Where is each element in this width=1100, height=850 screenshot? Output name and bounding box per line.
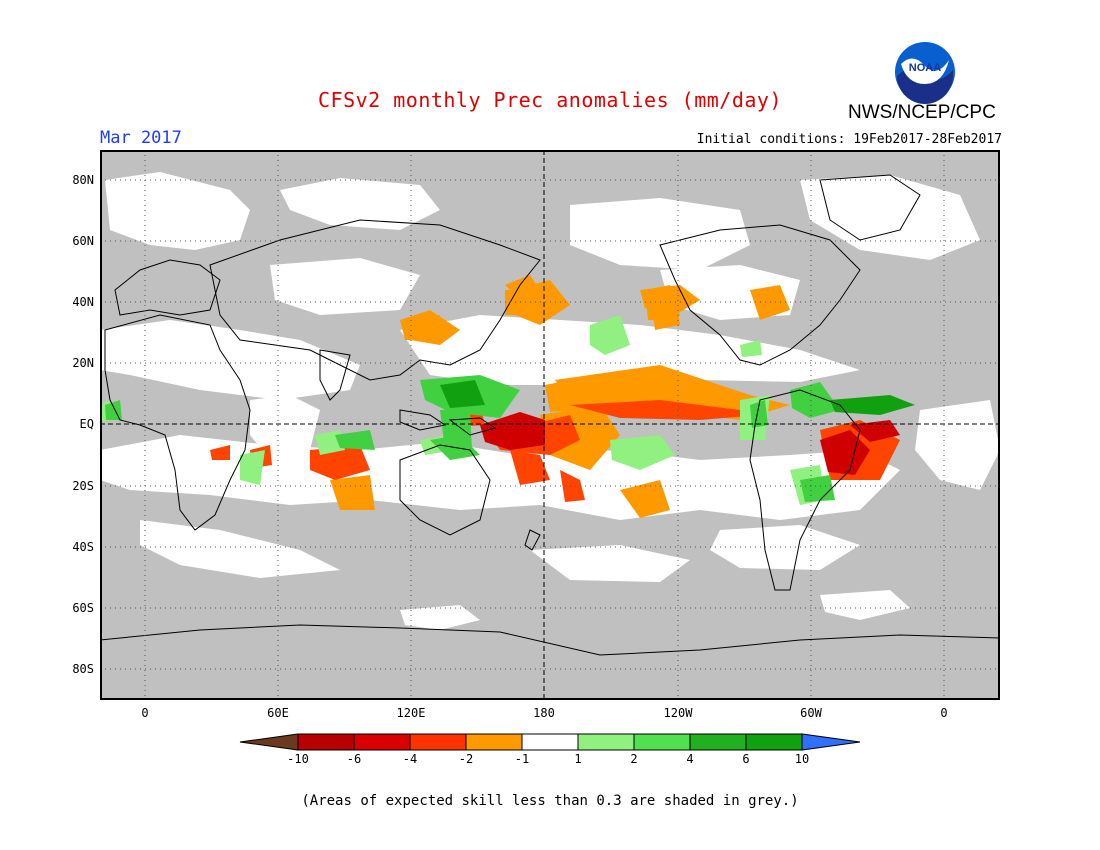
lat-label: 20S (72, 479, 94, 493)
colorbar-segment (409, 733, 467, 751)
colorbar (239, 733, 861, 751)
lat-label: EQ (79, 417, 94, 431)
map-title: CFSv2 monthly Prec anomalies (mm/day) (317, 88, 783, 112)
dry-light-anomalies (330, 275, 790, 518)
lat-label: 60S (72, 601, 94, 615)
colorbar-segment (689, 733, 747, 751)
colorbar-label: -10 (287, 752, 309, 766)
colorbar-segment (745, 733, 803, 751)
lat-label: 20N (72, 356, 94, 370)
noaa-logo-icon: NOAA (895, 42, 955, 104)
colorbar-label: -6 (346, 752, 362, 766)
map-border (100, 150, 1000, 700)
agency-label: NWS/NCEP/CPC (848, 102, 996, 123)
skill-note: (Areas of expected skill less than 0.3 a… (301, 793, 799, 809)
lon-label: 60E (267, 706, 289, 720)
lat-label: 40S (72, 540, 94, 554)
lon-label: 0 (940, 706, 948, 720)
colorbar-arrow-low (239, 733, 299, 751)
colorbar-segment (353, 733, 411, 751)
precip-anomaly-map (100, 150, 1000, 700)
colorbar-arrow-high (801, 733, 861, 751)
coastlines (100, 174, 1000, 656)
colorbar-label: -4 (402, 752, 418, 766)
forecast-month: Mar 2017 (100, 128, 182, 148)
gridlines (100, 150, 1000, 700)
lon-label: 180 (533, 706, 555, 720)
colorbar-label: 10 (794, 752, 810, 766)
colorbar-label: 4 (686, 752, 694, 766)
colorbar-label: -1 (514, 752, 530, 766)
lat-label: 60N (72, 234, 94, 248)
lon-label: 0 (141, 706, 149, 720)
neutral-anomaly-areas (100, 172, 1000, 630)
wet-strong-anomalies (440, 380, 915, 415)
lon-label: 120W (663, 706, 693, 720)
logo-text: NOAA (909, 62, 941, 74)
colorbar-label: 2 (630, 752, 638, 766)
lat-label: 80S (72, 662, 94, 676)
colorbar-segment (297, 733, 355, 751)
colorbar-segment (465, 733, 523, 751)
colorbar-label: 1 (574, 752, 582, 766)
colorbar-segment (633, 733, 691, 751)
colorbar-label: -2 (458, 752, 474, 766)
lat-label: 80N (72, 173, 94, 187)
lat-label: 40N (72, 295, 94, 309)
initial-conditions: Initial conditions: 19Feb2017-28Feb2017 (696, 132, 1002, 147)
colorbar-label: 6 (742, 752, 750, 766)
lon-label: 60W (800, 706, 822, 720)
colorbar-segment (521, 733, 579, 751)
colorbar-segment (577, 733, 635, 751)
lon-label: 120E (396, 706, 426, 720)
